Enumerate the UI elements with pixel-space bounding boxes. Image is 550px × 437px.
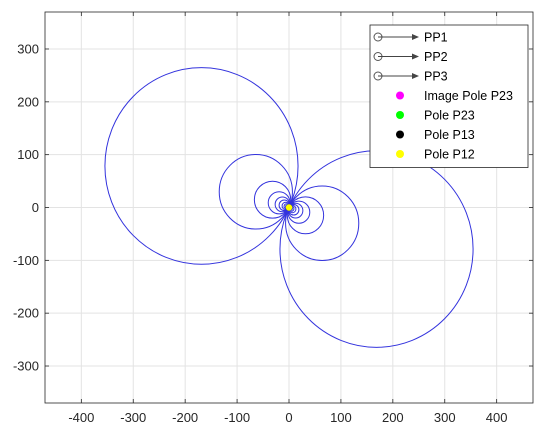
legend-dot-icon [396, 130, 404, 139]
y-tick-label: 100 [17, 147, 39, 162]
legend-arrow-head-icon [412, 53, 419, 60]
x-tick-label: -200 [172, 410, 198, 425]
legend-label: Pole P13 [424, 128, 475, 142]
y-tick-label: -100 [13, 253, 39, 268]
y-tick-label: 300 [17, 41, 39, 56]
x-tick-label: 0 [285, 410, 292, 425]
curve-circle-lower-right [285, 185, 360, 261]
curve-circle-upper-left [253, 180, 292, 219]
y-tick-label: -300 [13, 359, 39, 374]
y-tick-label: 200 [17, 94, 39, 109]
y-tick-label: -200 [13, 306, 39, 321]
x-tick-label: -100 [224, 410, 250, 425]
legend-label: Image Pole P23 [424, 89, 513, 103]
x-tick-label: 100 [330, 410, 352, 425]
legend-dot-icon [396, 111, 404, 119]
y-tick-label: 0 [32, 200, 39, 215]
legend-label: Pole P23 [424, 109, 475, 123]
x-tick-label: 200 [382, 410, 404, 425]
pole-markers [285, 204, 293, 211]
legend-dot-icon [396, 91, 404, 100]
curve-circle-upper-left [218, 154, 293, 230]
x-tick-label: -400 [68, 410, 94, 425]
x-tick-label: -300 [120, 410, 146, 425]
legend: PP1 PP2 PP3 Image Pole P23 Pole P23 Pole P13 P… [369, 24, 529, 168]
axis-ticks: -400 -300 -200 -100 0 100 200 300 400 -300 -200 -10… [13, 12, 533, 425]
curve-circle-lower-right [286, 196, 325, 235]
legend-dot-icon [396, 150, 404, 158]
marker-pole-p12 [285, 204, 293, 211]
legend-label: Pole P12 [424, 148, 475, 162]
x-tick-label: 300 [434, 410, 456, 425]
legend-label: PP3 [424, 70, 448, 84]
legend-label: PP2 [424, 50, 448, 64]
legend-label: PP1 [424, 31, 448, 45]
legend-arrow-head-icon [412, 73, 419, 79]
legend-arrow-head-icon [412, 34, 419, 40]
curve-circle-upper-left [104, 67, 299, 265]
x-tick-label: 400 [486, 410, 508, 425]
